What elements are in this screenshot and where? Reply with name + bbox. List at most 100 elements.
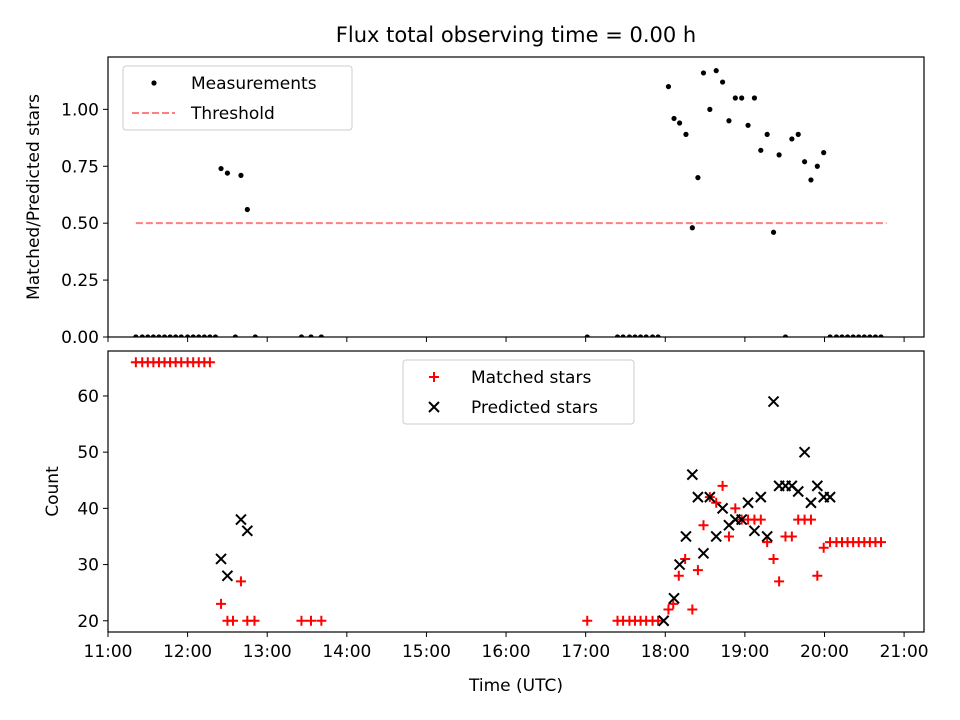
- data-point: [698, 548, 708, 558]
- x-tick-label: 18:00: [641, 642, 690, 662]
- data-point: [714, 68, 719, 73]
- x-tick-label: 16:00: [482, 642, 531, 662]
- data-point: [698, 520, 708, 530]
- data-point: [236, 515, 246, 525]
- data-point: [225, 170, 230, 175]
- data-point: [687, 605, 697, 615]
- data-point: [802, 159, 807, 164]
- data-point: [745, 123, 750, 128]
- x-tick-label: 11:00: [84, 642, 133, 662]
- chart: Flux total observing time = 0.00 h 0.00 0…: [0, 0, 960, 720]
- data-point: [733, 95, 738, 100]
- y-axis-label: Count: [43, 466, 63, 517]
- y-tick-label: 0.50: [61, 214, 99, 234]
- data-point: [756, 492, 766, 502]
- data-point: [815, 164, 820, 169]
- data-point: [752, 95, 757, 100]
- data-point: [769, 554, 779, 564]
- data-point: [677, 120, 682, 125]
- y-tick-label: 40: [77, 499, 99, 519]
- data-point: [242, 526, 252, 536]
- series-predicted-stars: [216, 397, 835, 626]
- data-point: [777, 152, 782, 157]
- data-point: [693, 492, 703, 502]
- data-point: [769, 397, 779, 407]
- x-tick-label: 21:00: [880, 642, 929, 662]
- x-tick-label: 17:00: [561, 642, 610, 662]
- legend-label: Measurements: [191, 74, 317, 94]
- data-point: [681, 531, 691, 541]
- data-point: [236, 576, 246, 586]
- y-tick-label: 1.00: [61, 100, 99, 120]
- y-tick-label: 60: [77, 387, 99, 407]
- data-point: [690, 225, 695, 230]
- data-point: [701, 70, 706, 75]
- data-point: [812, 481, 822, 491]
- data-point: [216, 554, 226, 564]
- legend: Measurements Threshold: [123, 66, 352, 130]
- data-point: [793, 487, 803, 497]
- data-point: [806, 515, 816, 525]
- data-point: [205, 357, 215, 367]
- x-tick-label: 13:00: [243, 642, 292, 662]
- data-point: [671, 116, 676, 121]
- legend-label: Threshold: [190, 104, 275, 124]
- data-point: [720, 79, 725, 84]
- data-point: [789, 136, 794, 141]
- data-point: [774, 576, 784, 586]
- data-point: [316, 616, 326, 626]
- x-tick-label: 14:00: [322, 642, 371, 662]
- data-point: [245, 207, 250, 212]
- legend: Matched stars Predicted stars: [403, 360, 634, 424]
- data-point: [765, 132, 770, 137]
- y-tick-label: 20: [77, 612, 99, 632]
- data-point: [718, 481, 728, 491]
- data-point: [743, 498, 753, 508]
- data-point: [825, 492, 835, 502]
- data-point: [228, 616, 238, 626]
- data-point: [693, 565, 703, 575]
- data-point: [218, 166, 223, 171]
- data-point: [711, 531, 721, 541]
- data-point: [808, 177, 813, 182]
- legend-label: Predicted stars: [471, 398, 598, 418]
- x-tick-label: 15:00: [402, 642, 451, 662]
- y-tick-label: 0.75: [61, 157, 99, 177]
- data-point: [726, 118, 731, 123]
- data-point: [724, 531, 734, 541]
- data-point: [663, 605, 673, 615]
- data-point: [695, 175, 700, 180]
- data-point: [718, 503, 728, 513]
- y-tick-label: 0.00: [61, 328, 99, 348]
- data-point: [812, 571, 822, 581]
- chart-title: Flux total observing time = 0.00 h: [336, 23, 696, 47]
- data-point: [222, 571, 232, 581]
- data-point: [687, 470, 697, 480]
- x-tick-label: 20:00: [800, 642, 849, 662]
- data-point: [216, 599, 226, 609]
- y-tick-label: 50: [77, 443, 99, 463]
- y-tick-label: 30: [77, 556, 99, 576]
- data-point: [249, 616, 259, 626]
- data-point: [749, 526, 759, 536]
- data-point: [666, 84, 671, 89]
- legend-label: Matched stars: [471, 368, 591, 388]
- x-tick-label: 19:00: [720, 642, 769, 662]
- data-point: [238, 173, 243, 178]
- data-point: [707, 107, 712, 112]
- data-point: [653, 616, 663, 626]
- data-point: [796, 132, 801, 137]
- data-point: [306, 616, 316, 626]
- data-point: [683, 132, 688, 137]
- y-tick-label: 0.25: [61, 271, 99, 291]
- data-point: [819, 543, 829, 553]
- x-axis-label: Time (UTC): [468, 676, 563, 696]
- ratio-panel: 0.000.250.500.751.00Matched/Predicted st…: [24, 57, 924, 348]
- data-point: [876, 537, 886, 547]
- data-point: [151, 80, 156, 85]
- data-point: [787, 531, 797, 541]
- data-point: [756, 515, 766, 525]
- data-point: [674, 571, 684, 581]
- count-panel: 20 30 40 50 60 11:00 12:00 13:00 14:00 15:00 16:00…: [43, 351, 929, 662]
- data-point: [758, 148, 763, 153]
